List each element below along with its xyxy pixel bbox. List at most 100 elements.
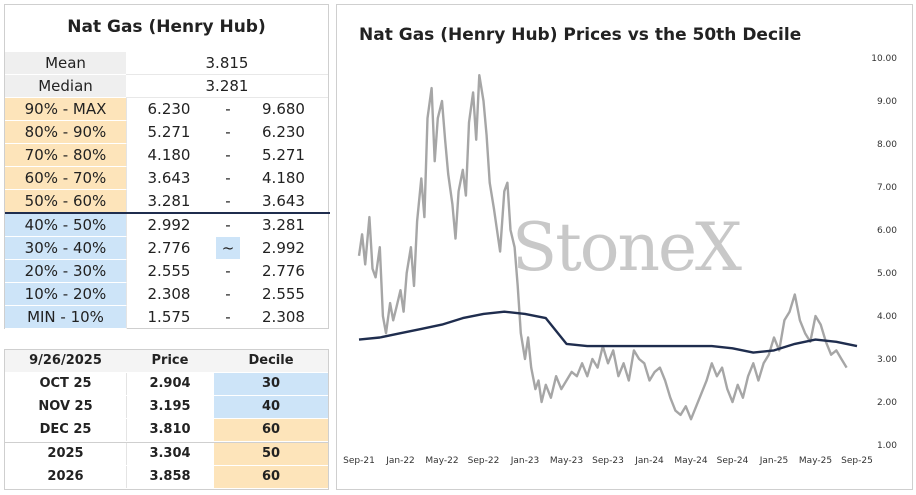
decile-separator: - <box>225 192 231 210</box>
x-tick-label: Sep-23 <box>592 456 624 466</box>
stat-row-median: Median 3.281 <box>5 75 328 98</box>
decile-high: 2.555 <box>262 285 305 303</box>
futures-decile: 60 <box>214 419 328 441</box>
stat-label: Median <box>5 75 126 98</box>
futures-contract: 2025 <box>5 443 127 465</box>
x-tick-label: Jan-24 <box>634 456 664 466</box>
decile-low: 3.281 <box>147 192 191 210</box>
y-tick-label: 9.00 <box>877 97 897 107</box>
decile-high: 4.180 <box>262 169 305 187</box>
y-tick-label: 10.00 <box>871 54 897 64</box>
stat-value: 3.281 <box>126 75 328 98</box>
decile-row: 30% - 40% 2.776 ~2.992 <box>5 237 328 260</box>
x-tick-label: Jan-25 <box>759 456 789 466</box>
decile-row: 80% - 90% 5.271 - 6.230 <box>5 121 328 144</box>
decile-low: 2.776 <box>147 239 191 257</box>
decile-low: 6.230 <box>147 100 191 118</box>
decile-low: 1.575 <box>147 308 191 326</box>
futures-price: 3.195 <box>149 399 191 414</box>
header-date: 9/26/2025 <box>5 350 127 372</box>
decile-separator: - <box>225 216 231 234</box>
futures-decile: 30 <box>214 373 328 395</box>
futures-price: 3.304 <box>149 446 191 461</box>
decile-range: 30% - 40% <box>5 237 127 260</box>
x-tick-label: Sep-25 <box>841 456 873 466</box>
decile-row: MIN - 10% 1.575 - 2.308 <box>5 306 328 329</box>
stat-label: Mean <box>5 52 126 75</box>
stat-row-mean: Mean 3.815 <box>5 52 328 75</box>
decile-range: 80% - 90% <box>5 121 127 144</box>
futures-price: 2.904 <box>149 376 191 391</box>
decile-row: 60% - 70% 3.643 - 4.180 <box>5 167 328 190</box>
x-tick-label: May-25 <box>799 456 832 466</box>
decile-row: 40% - 50% 2.992 - 3.281 <box>5 214 328 237</box>
decile-separator: - <box>225 146 231 164</box>
decile-high: 3.281 <box>262 216 305 234</box>
decile-range: 90% - MAX <box>5 98 127 121</box>
decile-high: 2.992 <box>262 239 305 257</box>
decile-separator: - <box>225 123 231 141</box>
decile-range: 40% - 50% <box>5 214 127 237</box>
decile-low: 2.308 <box>147 285 191 303</box>
decile-low: 3.643 <box>147 169 191 187</box>
decile-low: 2.992 <box>147 216 191 234</box>
header-price: Price <box>126 350 214 372</box>
x-tick-label: Jan-23 <box>510 456 540 466</box>
futures-decile: 60 <box>214 466 328 488</box>
decile-series-line <box>358 310 858 354</box>
price-chart: Nat Gas (Henry Hub) Prices vs the 50th D… <box>336 4 913 490</box>
decile-row: 90% - MAX 6.230 - 9.680 <box>5 98 328 121</box>
futures-row: DEC 25 3.810 60 <box>5 419 328 442</box>
futures-decile: 40 <box>214 396 328 418</box>
decile-high: 3.643 <box>262 192 305 210</box>
decile-range: 10% - 20% <box>5 283 127 306</box>
decile-high: 9.680 <box>262 100 305 118</box>
y-tick-label: 6.00 <box>877 226 897 236</box>
decile-separator: - <box>225 308 231 326</box>
x-tick-label: May-23 <box>550 456 583 466</box>
futures-contract: OCT 25 <box>5 373 127 395</box>
x-tick-label: Sep-24 <box>717 456 749 466</box>
decile-separator: - <box>225 262 231 280</box>
decile-range: 20% - 30% <box>5 260 127 283</box>
futures-row: 2026 3.858 60 <box>5 466 328 489</box>
futures-header-row: 9/26/2025 Price Decile <box>5 350 328 373</box>
x-tick-label: May-22 <box>425 456 458 466</box>
futures-row: OCT 25 2.904 30 <box>5 373 328 396</box>
decile-separator: - <box>225 169 231 187</box>
futures-price: 3.810 <box>149 422 191 437</box>
decile-table: Nat Gas (Henry Hub) Mean 3.815 Median 3.… <box>4 4 330 329</box>
decile-separator: - <box>225 100 231 118</box>
y-tick-label: 8.00 <box>877 140 897 150</box>
decile-row: 70% - 80% 4.180 - 5.271 <box>5 144 328 167</box>
y-tick-label: 4.00 <box>877 312 897 322</box>
chart-title: Nat Gas (Henry Hub) Prices vs the 50th D… <box>359 25 802 45</box>
decile-row: 20% - 30% 2.555 - 2.776 <box>5 260 328 283</box>
futures-divider <box>5 442 328 443</box>
chart-svg: StoneX 1.00 2.00 3.00 4.00 5.00 6.00 7.00 8.00 9… <box>343 54 897 466</box>
futures-table: 9/26/2025 Price Decile OCT 25 2.904 30 NOV … <box>4 349 329 490</box>
x-tick-label: May-24 <box>674 456 707 466</box>
futures-decile: 50 <box>214 443 328 465</box>
y-tick-label: 2.00 <box>877 398 897 408</box>
decile-low: 2.555 <box>147 262 191 280</box>
decile-range: MIN - 10% <box>5 306 127 329</box>
header-decile: Decile <box>214 350 328 372</box>
x-tick-label: Sep-21 <box>343 456 375 466</box>
decile-range: 50% - 60% <box>5 190 127 213</box>
x-tick-label: Sep-22 <box>468 456 500 466</box>
futures-row: NOV 25 3.195 40 <box>5 396 328 419</box>
y-tick-label: 7.00 <box>877 183 897 193</box>
y-tick-label: 1.00 <box>877 441 897 451</box>
decile-range: 60% - 70% <box>5 167 127 190</box>
decile-range: 70% - 80% <box>5 144 127 167</box>
futures-contract: 2026 <box>5 466 127 488</box>
decile-separator: ~ <box>216 237 240 259</box>
futures-contract: NOV 25 <box>5 396 127 418</box>
decile-high: 2.308 <box>262 308 305 326</box>
futures-row: 2025 3.304 50 <box>5 443 328 466</box>
stat-value: 3.815 <box>126 52 328 75</box>
median-divider <box>5 212 330 214</box>
decile-row: 50% - 60% 3.281 - 3.643 <box>5 190 328 213</box>
decile-high: 6.230 <box>262 123 305 141</box>
